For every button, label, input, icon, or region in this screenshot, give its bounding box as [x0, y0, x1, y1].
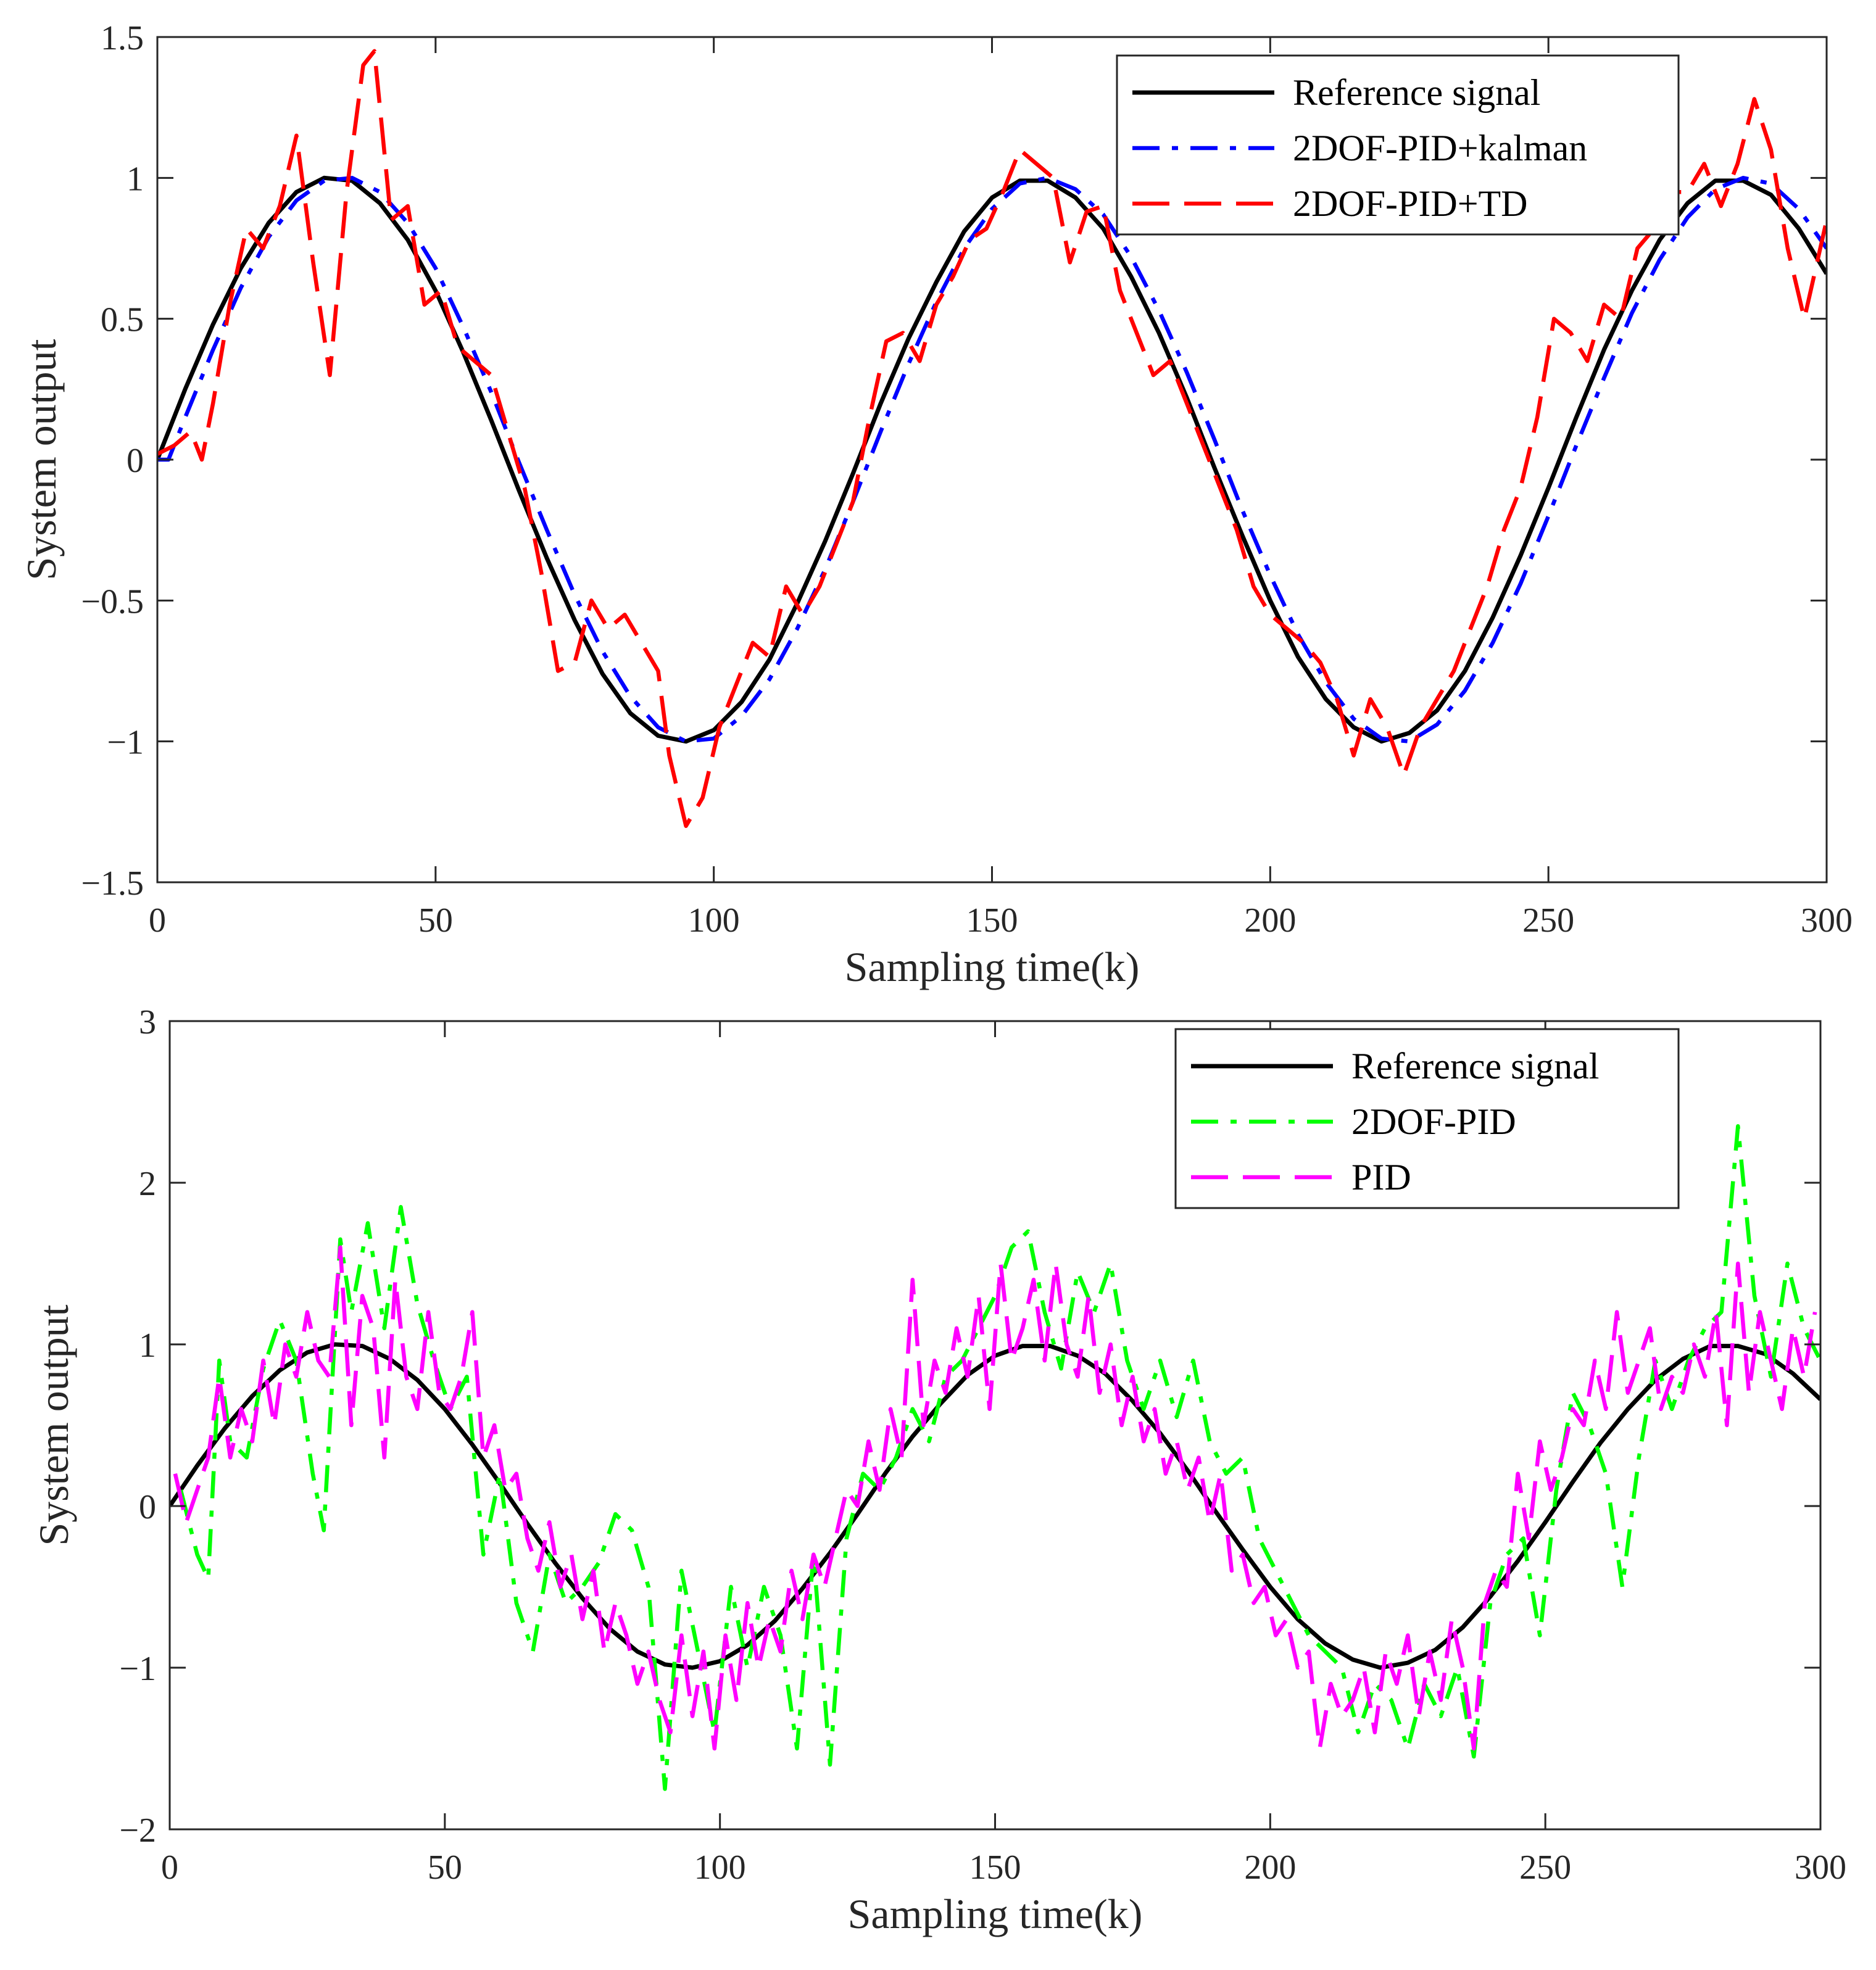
- x-tick-label: 0: [161, 1848, 178, 1887]
- y-tick-label: 3: [139, 1003, 156, 1041]
- y-tick-label: 0: [127, 442, 144, 480]
- x-tick-label: 200: [1244, 901, 1296, 940]
- legend-label: Reference signal: [1351, 1046, 1599, 1086]
- x-tick-label: 300: [1795, 1848, 1846, 1887]
- legend-label: 2DOF-PID+kalman: [1293, 128, 1587, 168]
- x-tick-label: 0: [149, 901, 166, 940]
- y-tick-label: −2: [119, 1811, 156, 1850]
- legend: Reference signal 2DOF-PID+kalman 2DOF-PID+…: [1116, 54, 1680, 236]
- x-axis-label: Sampling time(k): [848, 1890, 1143, 1937]
- y-tick-label: 1.5: [101, 19, 144, 57]
- bottom-chart-panel: 0 50 100 150 200 250 300 −2 −1 0 1 2 3 Sampling time(…: [30, 1003, 1846, 1937]
- y-tick-label: 2: [139, 1165, 156, 1203]
- legend: Reference signal 2DOF-PID PID: [1174, 1028, 1680, 1209]
- x-tick-label: 150: [966, 901, 1018, 940]
- legend-label: PID: [1351, 1157, 1411, 1198]
- series-line-2dof-pid-td: [157, 49, 1827, 828]
- legend-label: 2DOF-PID: [1351, 1101, 1516, 1142]
- top-chart-panel: 0 50 100 150 200 250 300 −1.5 −1 −0.5 0 0.5 1 1.5 Samp…: [18, 19, 1853, 990]
- series-group: [170, 1124, 1820, 1791]
- y-axis-label: System output: [30, 1304, 77, 1546]
- y-tick-label: −0.5: [81, 582, 144, 621]
- y-tick-label: 0.5: [101, 301, 144, 339]
- x-tick-label: 100: [694, 1848, 746, 1887]
- x-tick-label: 150: [969, 1848, 1021, 1887]
- x-axis-label: Sampling time(k): [845, 943, 1140, 990]
- x-tick-label: 50: [428, 1848, 462, 1887]
- series-line-2dof-pid-kalman: [157, 176, 1827, 743]
- y-tick-label: −1: [107, 724, 144, 762]
- x-tick-label: 250: [1519, 1848, 1571, 1887]
- y-tick-label: 1: [127, 160, 144, 198]
- y-tick-label: −1: [119, 1650, 156, 1688]
- y-axis-label: System output: [18, 339, 65, 580]
- series-line-reference-signal: [157, 175, 1827, 744]
- x-tick-label: 100: [688, 901, 740, 940]
- legend-label: 2DOF-PID+TD: [1293, 183, 1528, 224]
- series-line-pid: [173, 1245, 1817, 1751]
- y-tick-label: 0: [139, 1488, 156, 1526]
- x-tick-label: 200: [1244, 1848, 1296, 1887]
- x-tick-label: 50: [418, 901, 453, 940]
- legend-label: Reference signal: [1293, 72, 1540, 113]
- y-tick-label: −1.5: [81, 864, 144, 903]
- series-line-2dof-pid: [178, 1124, 1820, 1791]
- series-group: [157, 49, 1827, 828]
- x-tick-label: 250: [1522, 901, 1574, 940]
- y-tick-label: 1: [139, 1326, 156, 1365]
- x-tick-label: 300: [1801, 901, 1853, 940]
